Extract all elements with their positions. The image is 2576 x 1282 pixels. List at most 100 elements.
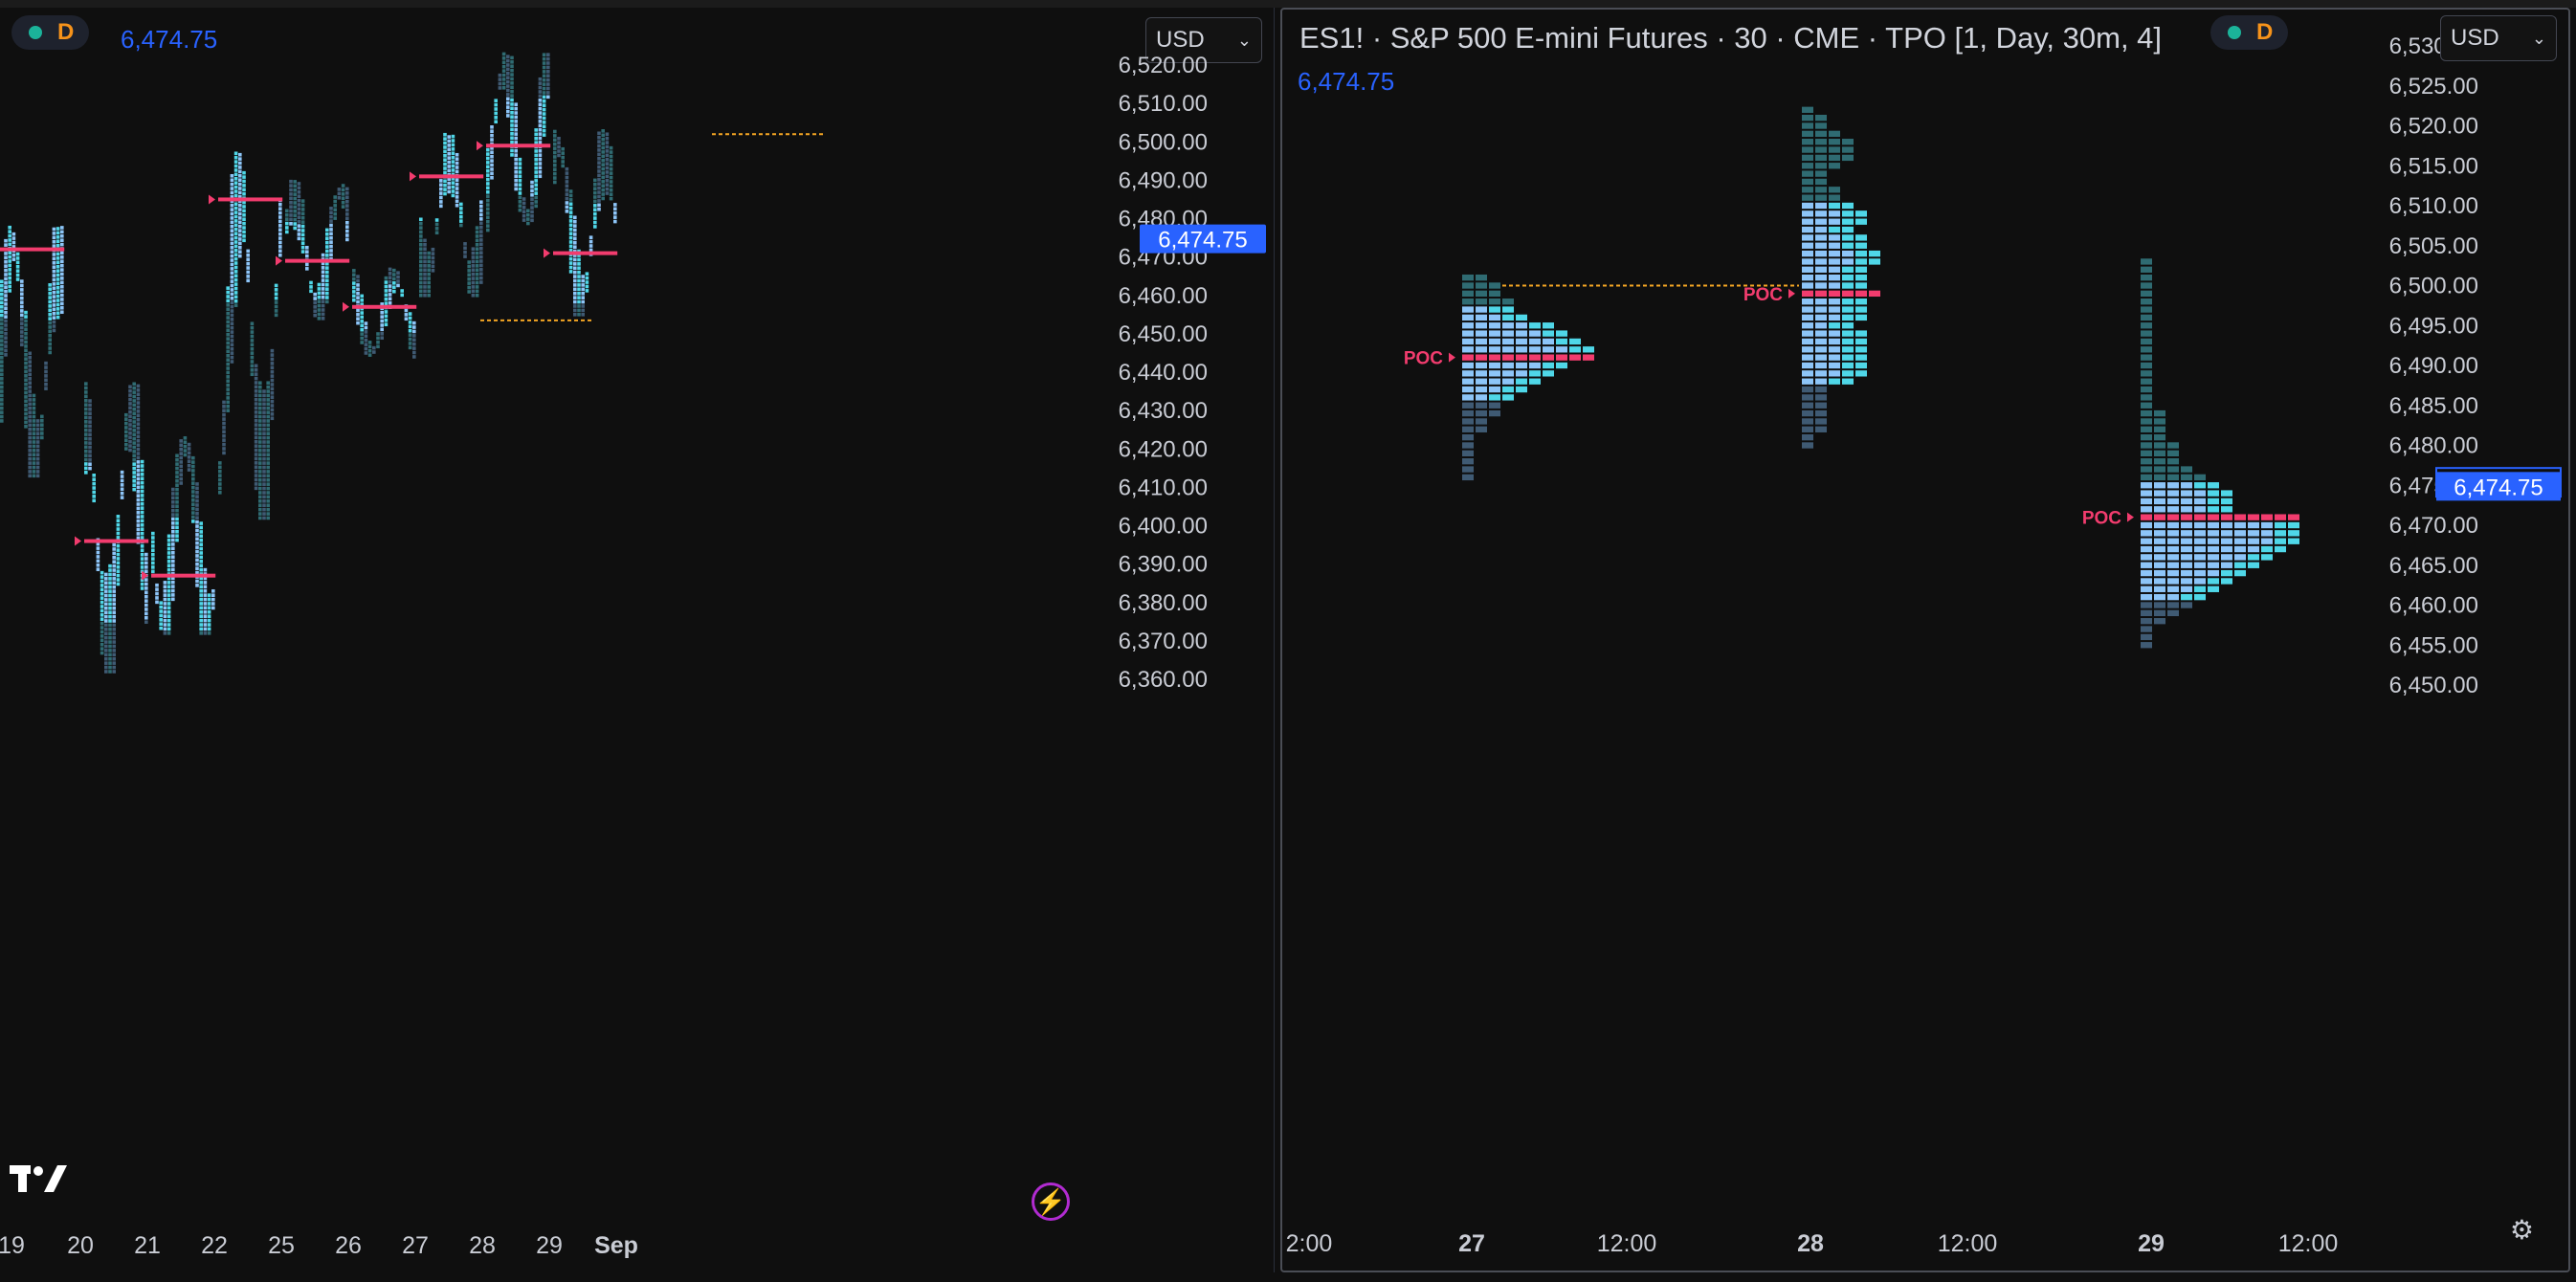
tpo-block [360,294,364,298]
tpo-block [605,183,610,188]
currency-select[interactable]: USD ⌄ [2440,15,2557,61]
tpo-block [132,424,136,429]
tpo-block [568,265,573,270]
tpo-block [48,308,52,313]
tpo-block [1516,346,1527,353]
tpo-block [136,511,141,515]
tpo-block [262,444,266,449]
status-legend[interactable]: D [2210,15,2289,50]
tpo-block [1462,450,1474,457]
tpo-block [2141,609,2152,617]
tpo-block [0,313,4,318]
tpo-block [593,216,597,220]
tpo-block [565,166,569,171]
tpo-block [546,56,550,61]
tpo-block [490,146,494,150]
right-tpo-chart[interactable]: 6,530.006,525.006,520.006,515.006,510.00… [1282,10,2568,1271]
tpo-block [479,238,483,242]
tpo-block [1855,314,1867,321]
tpo-block [486,165,490,169]
tpo-block [24,416,28,420]
tpo-block [419,255,423,259]
tpo-block [191,506,195,511]
tpo-block [171,496,175,500]
tpo-block [238,178,242,182]
y-tick-label: 6,420.00 [1119,436,1208,462]
tpo-block [191,494,195,498]
tpo-block [211,602,215,606]
tpo-block [447,181,451,186]
tpo-block [538,99,543,102]
tpo-block [1842,346,1854,353]
tpo-block [345,212,349,216]
left-chart-pane[interactable]: D 6,474.75 USD ⌄ 6,520.00 6,510.00 6,500.0… [0,8,1275,1272]
tpo-block [1829,298,1840,305]
tpo-block [151,536,155,540]
right-chart-pane[interactable]: 6,530.00 6,525.00 6,520.00 6,515.00 6,510.00… [1280,8,2570,1272]
poc-marker [1788,288,1795,298]
tpo-block [84,415,88,420]
tpo-block [52,316,56,320]
tpo-block [136,388,141,392]
tpo-block [431,247,435,252]
tpo-block [2154,442,2165,449]
tpo-block [526,217,530,221]
tpo-block [171,597,175,602]
tpo-block [605,174,610,179]
left-tpo-chart[interactable]: 6,520.006,510.006,500.006,490.006,480.00… [0,8,1274,1272]
tpo-block [167,588,171,593]
tpo-block [84,407,88,411]
y-tick-label: 6,500.00 [2389,274,2478,299]
tpo-block [88,450,92,453]
tpo-block [356,287,360,292]
tpo-block [400,289,404,293]
tpo-block [2154,569,2165,577]
tpo-block [345,225,349,229]
tpo-block [0,326,4,330]
currency-select[interactable]: USD ⌄ [1145,17,1262,63]
tpo-block [376,341,380,344]
tpo-block [233,193,238,198]
tpo-block [565,171,569,175]
tpo-block [2261,514,2273,520]
tpo-block [1516,362,1527,369]
tpo-block [384,276,389,280]
tpo-block [597,194,601,199]
tpo-block [494,116,498,120]
tpo-block [542,107,546,112]
tpo-block [1802,282,1813,289]
tpo-block [1829,290,1840,298]
tpo-block [136,396,141,401]
lightning-icon[interactable]: ⚡ [1032,1183,1070,1221]
tpo-block [11,245,16,249]
tpo-block [593,225,597,229]
tpo-block [262,419,266,423]
tpo-block [297,211,301,215]
tpo-block [4,353,8,357]
tpo-block [2194,578,2206,585]
tpo-block [329,240,333,244]
tpo-block [226,375,230,379]
tpo-block [1502,322,1514,329]
gear-icon[interactable]: ⚙ [2509,1215,2534,1245]
y-tick-label: 6,495.00 [2389,313,2478,339]
tpo-block [233,176,238,181]
tpo-block [443,191,447,196]
tpo-block [1829,187,1840,193]
tpo-block [475,259,479,264]
tpo-block [573,249,577,254]
tpo-block [254,418,258,423]
tpo-block [246,270,250,275]
tpo-block [0,283,4,288]
tpo-block [132,394,136,399]
tpo-block [24,361,28,365]
tpo-block [132,466,136,471]
tpo-block [546,91,550,95]
tpo-block [2181,521,2192,529]
tpo-block [1815,426,1827,432]
tpo-block [337,191,342,196]
status-legend[interactable]: D [11,15,90,50]
tpo-block [52,232,56,235]
y-tick-label: 6,460.00 [2389,593,2478,619]
tradingview-logo-icon[interactable] [8,1161,69,1201]
